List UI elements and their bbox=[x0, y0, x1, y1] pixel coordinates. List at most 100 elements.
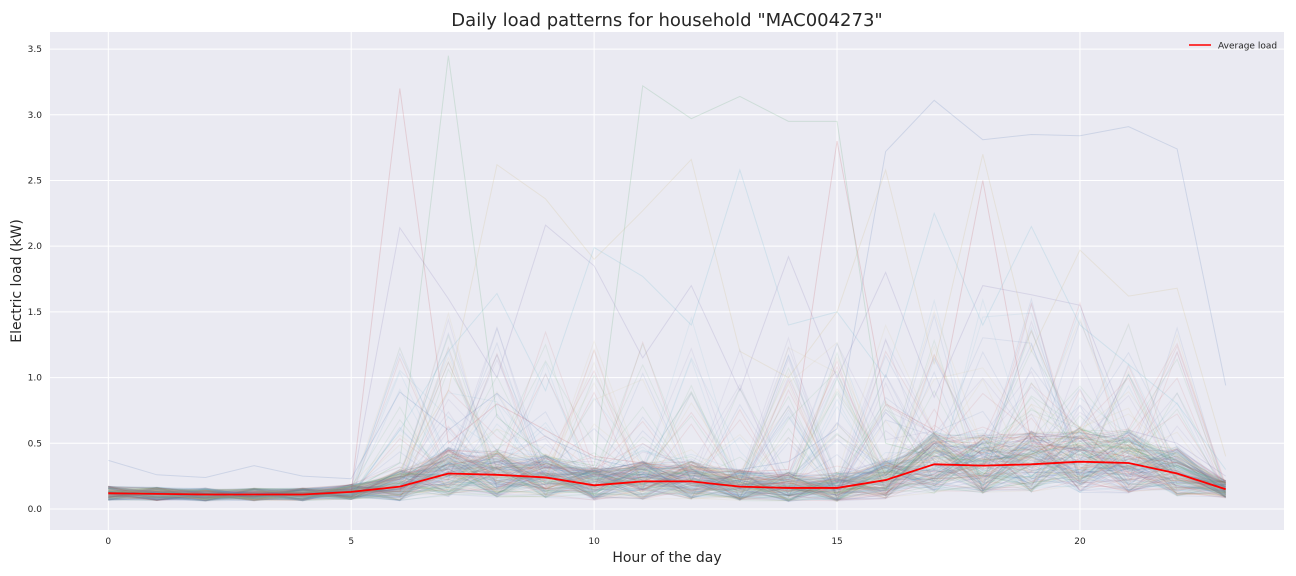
daily-profile-line bbox=[108, 374, 1226, 501]
daily-profile-line bbox=[108, 347, 1226, 501]
daily-profile-line bbox=[108, 387, 1227, 500]
daily-profile-line bbox=[108, 441, 1226, 500]
daily-profile-line bbox=[108, 436, 1226, 498]
daily-profile-line bbox=[108, 392, 1226, 502]
daily-profile-line bbox=[108, 331, 1226, 502]
daily-profile-line bbox=[108, 432, 1226, 500]
daily-profile-line bbox=[108, 390, 1226, 501]
daily-profile-line bbox=[108, 400, 1227, 502]
daily-profile-line bbox=[108, 358, 1227, 502]
daily-profile-line bbox=[108, 444, 1226, 501]
daily-profile-line bbox=[108, 450, 1227, 500]
y-tick-label: 2.5 bbox=[28, 176, 42, 186]
daily-profile-line bbox=[108, 381, 1226, 499]
daily-profile-line bbox=[108, 350, 1226, 502]
daily-profile-line bbox=[108, 323, 1226, 500]
daily-profile-line bbox=[108, 369, 1226, 501]
daily-profile-line bbox=[108, 446, 1226, 500]
daily-profile-line bbox=[108, 345, 1227, 502]
daily-profile-line bbox=[108, 330, 1226, 499]
daily-profile-line bbox=[108, 375, 1227, 499]
daily-profile-line bbox=[108, 346, 1226, 502]
x-tick-label: 10 bbox=[588, 537, 600, 547]
daily-profile-line bbox=[108, 431, 1226, 501]
daily-profile-line bbox=[108, 415, 1226, 500]
daily-profile-line bbox=[108, 432, 1227, 501]
daily-profile-line bbox=[108, 447, 1226, 502]
daily-profile-line bbox=[108, 377, 1227, 501]
daily-profile-line bbox=[108, 350, 1227, 502]
daily-profile-line bbox=[108, 441, 1226, 501]
daily-profile-line bbox=[108, 433, 1226, 501]
daily-profile-line bbox=[108, 311, 1226, 501]
daily-profile-line bbox=[108, 373, 1227, 501]
daily-profile-line bbox=[108, 370, 1226, 501]
daily-profile-line bbox=[108, 362, 1226, 502]
y-tick-label: 0.5 bbox=[28, 439, 42, 449]
daily-profile-line bbox=[108, 356, 1226, 501]
daily-profile-line bbox=[108, 344, 1227, 499]
daily-profile-line bbox=[108, 433, 1226, 501]
legend: Average load bbox=[1189, 42, 1277, 52]
daily-profile-line bbox=[108, 394, 1226, 498]
daily-profile-line bbox=[108, 326, 1226, 500]
daily-profile-line bbox=[108, 344, 1226, 501]
daily-profile-line bbox=[108, 435, 1226, 501]
daily-profile-line bbox=[108, 369, 1227, 498]
daily-profile-line bbox=[108, 413, 1226, 501]
daily-profile-line bbox=[108, 390, 1226, 502]
daily-profile-line bbox=[108, 413, 1226, 502]
daily-profile-line bbox=[108, 381, 1226, 500]
daily-profile-line bbox=[108, 361, 1226, 501]
daily-profile-line bbox=[108, 356, 1226, 502]
daily-profile-line bbox=[108, 384, 1226, 500]
daily-profile-line bbox=[108, 434, 1226, 500]
daily-profile-line bbox=[108, 431, 1227, 502]
daily-profile-line bbox=[108, 444, 1226, 496]
daily-profile-line bbox=[108, 319, 1226, 502]
daily-profile-line bbox=[108, 298, 1226, 498]
daily-profile-line bbox=[108, 458, 1226, 501]
daily-profile-line bbox=[108, 431, 1226, 502]
daily-profile-line bbox=[108, 392, 1226, 501]
daily-profile-line bbox=[108, 342, 1227, 501]
daily-profile-line bbox=[108, 348, 1226, 501]
daily-profile-line bbox=[108, 376, 1226, 501]
grid-lines bbox=[50, 32, 1284, 530]
daily-profile-line bbox=[108, 337, 1226, 501]
daily-profile-line bbox=[108, 387, 1226, 500]
y-tick-label: 3.0 bbox=[28, 111, 43, 121]
daily-profile-line bbox=[108, 438, 1226, 501]
daily-profile-line bbox=[108, 339, 1226, 501]
daily-profile-line bbox=[108, 347, 1226, 501]
daily-profile-line bbox=[108, 426, 1226, 501]
daily-profile-line bbox=[108, 358, 1227, 500]
daily-profile-line bbox=[108, 351, 1227, 498]
daily-profile-line bbox=[108, 434, 1226, 501]
daily-profile-line bbox=[108, 99, 1227, 480]
daily-profile-line bbox=[108, 432, 1226, 499]
daily-profile-line bbox=[108, 389, 1226, 502]
daily-profile-line bbox=[108, 354, 1226, 501]
daily-profile-line bbox=[108, 421, 1226, 498]
average-load-line bbox=[108, 460, 1226, 496]
daily-profile-line bbox=[108, 404, 1226, 499]
x-tick-label: 15 bbox=[831, 537, 842, 547]
daily-profile-line bbox=[108, 309, 1227, 499]
daily-profile-line bbox=[108, 378, 1226, 501]
daily-profile-line bbox=[108, 432, 1226, 499]
daily-profile-line bbox=[108, 373, 1226, 496]
x-tick-label: 5 bbox=[348, 537, 354, 547]
daily-profile-line bbox=[108, 378, 1226, 502]
daily-profile-line bbox=[108, 387, 1226, 501]
x-tick-label: 0 bbox=[105, 537, 111, 547]
daily-profile-line bbox=[108, 366, 1226, 500]
daily-profile-line bbox=[108, 373, 1226, 499]
daily-profile-line bbox=[108, 435, 1227, 501]
daily-profile-line bbox=[108, 338, 1226, 500]
daily-profile-line bbox=[108, 343, 1226, 502]
daily-profile-line bbox=[108, 377, 1226, 501]
daily-profile-line bbox=[108, 341, 1227, 501]
